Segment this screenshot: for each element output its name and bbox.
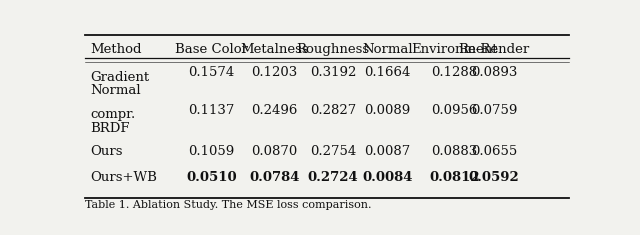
Text: compr.: compr. bbox=[90, 108, 135, 121]
Text: Gradient: Gradient bbox=[90, 70, 149, 84]
Text: 0.0812: 0.0812 bbox=[429, 171, 480, 184]
Text: BRDF: BRDF bbox=[90, 122, 129, 135]
Text: Environment: Environment bbox=[412, 43, 498, 55]
Text: 0.0084: 0.0084 bbox=[362, 171, 413, 184]
Text: 0.0592: 0.0592 bbox=[468, 171, 520, 184]
Text: Metalness: Metalness bbox=[241, 43, 309, 55]
Text: 0.0655: 0.0655 bbox=[471, 145, 517, 158]
Text: 0.0870: 0.0870 bbox=[252, 145, 298, 158]
Text: 0.2496: 0.2496 bbox=[252, 104, 298, 117]
Text: Ours: Ours bbox=[90, 145, 122, 158]
Text: 0.0956: 0.0956 bbox=[431, 104, 477, 117]
Text: 0.3192: 0.3192 bbox=[310, 66, 356, 79]
Text: 0.0089: 0.0089 bbox=[364, 104, 411, 117]
Text: 0.1574: 0.1574 bbox=[188, 66, 235, 79]
Text: 0.0883: 0.0883 bbox=[431, 145, 477, 158]
Text: 0.1288: 0.1288 bbox=[431, 66, 477, 79]
Text: 0.0510: 0.0510 bbox=[186, 171, 237, 184]
Text: 0.1137: 0.1137 bbox=[188, 104, 235, 117]
Text: Normal: Normal bbox=[90, 84, 141, 97]
Text: Table 1. Ablation Study. The MSE loss comparison.: Table 1. Ablation Study. The MSE loss co… bbox=[85, 200, 371, 210]
Text: 0.0784: 0.0784 bbox=[250, 171, 300, 184]
Text: 0.1664: 0.1664 bbox=[364, 66, 411, 79]
Text: 0.0087: 0.0087 bbox=[364, 145, 411, 158]
Text: 0.2754: 0.2754 bbox=[310, 145, 356, 158]
Text: 0.2827: 0.2827 bbox=[310, 104, 356, 117]
Text: 0.1059: 0.1059 bbox=[188, 145, 235, 158]
Text: Base Color: Base Color bbox=[175, 43, 248, 55]
Text: 0.1203: 0.1203 bbox=[252, 66, 298, 79]
Text: Normal: Normal bbox=[362, 43, 413, 55]
Text: Re-Render: Re-Render bbox=[458, 43, 530, 55]
Text: 0.0759: 0.0759 bbox=[471, 104, 517, 117]
Text: 0.0893: 0.0893 bbox=[471, 66, 517, 79]
Text: Roughness: Roughness bbox=[296, 43, 369, 55]
Text: Ours+WB: Ours+WB bbox=[90, 171, 157, 184]
Text: 0.2724: 0.2724 bbox=[308, 171, 358, 184]
Text: Method: Method bbox=[90, 43, 141, 55]
